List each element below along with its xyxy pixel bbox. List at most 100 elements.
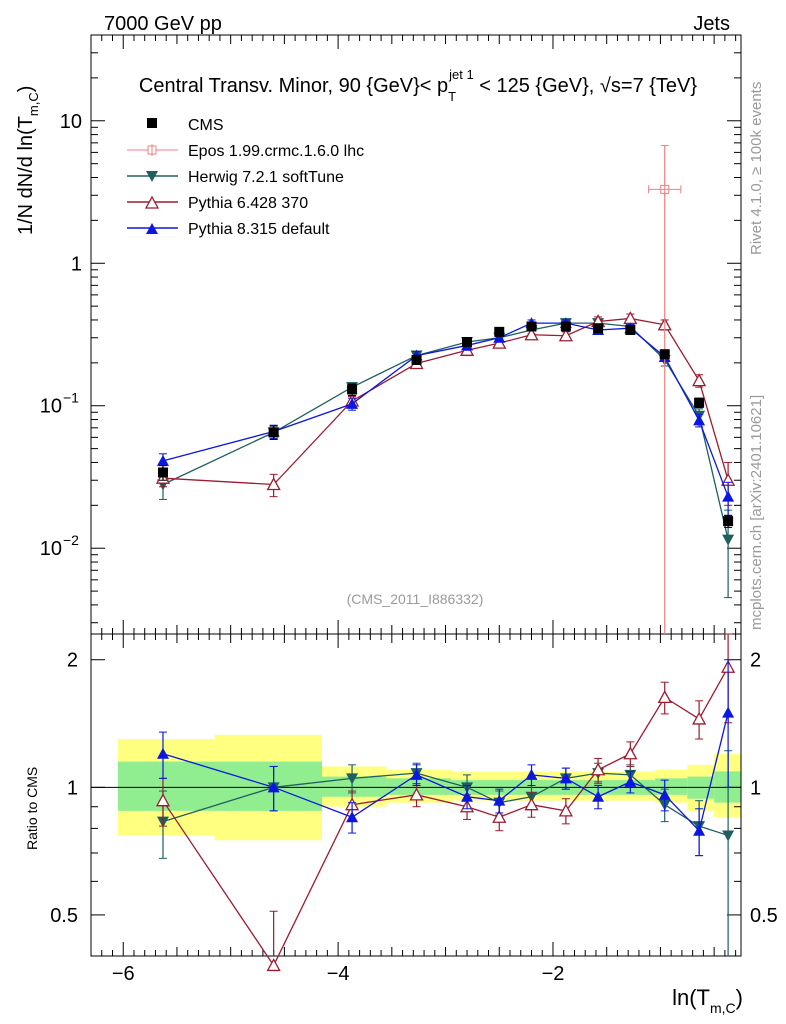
y-axis-label-sub: m,C [26, 92, 41, 116]
point-pythia2-2 [346, 811, 359, 823]
ratio-y-axis-label: Ratio to CMS [24, 767, 40, 850]
point-cms0-6 [526, 321, 537, 332]
legend-label-cms: CMS [188, 117, 224, 134]
series-pythia2 [156, 659, 735, 857]
point-cms0-4 [462, 337, 473, 348]
main-ytick-exp-0: −2 [63, 532, 79, 548]
point-cms0-5 [494, 326, 505, 337]
point-pythia1-11 [692, 711, 707, 725]
legend-marker-pythia8 [146, 223, 158, 234]
point-pythia1-7 [558, 803, 573, 817]
y-axis-label-prefix: 1/N dN/d ln(T [15, 116, 37, 235]
main-ytick-base-1: 10 [40, 396, 62, 418]
x-axis-label-prefix: ln(T [672, 985, 710, 1010]
legend-entry-epos: Epos 1.99.crmc.1.6.0 lhc [127, 143, 364, 160]
legend: CMS Epos 1.99.crmc.1.6.0 lhc Herwig 7.2.… [127, 117, 364, 238]
plot-title: Central Transv. Minor, 90 {GeV}< pTjet 1… [139, 67, 697, 104]
title-sup: jet 1 [448, 67, 474, 82]
ratio-xtick-label-0: −6 [112, 963, 135, 985]
point-cms0-3 [411, 354, 422, 365]
point-pythia4-5 [493, 331, 506, 343]
main-ytick-base-2: 1 [71, 253, 82, 275]
ratio-ytick-label-left-0: 0.5 [50, 905, 78, 927]
point-pythia4-2 [346, 397, 359, 409]
y-axis-label: 1/N dN/d ln(Tm,C) [15, 86, 41, 235]
main-series [155, 145, 736, 634]
ratio-ytick-label-right-0: 0.5 [750, 905, 778, 927]
ratio-axis-ticks: 0.5 0.5 1 1 2 2 −6 −4 −2 [50, 634, 778, 985]
band-green-2 [321, 776, 387, 797]
point-pythia1-1 [266, 958, 281, 972]
point-pythia2-3 [410, 768, 423, 780]
point-pythia2-1 [267, 781, 280, 793]
point-pythia1-0 [155, 793, 171, 807]
x-axis-label-suffix: ) [736, 985, 743, 1010]
series-herwig2 [156, 318, 735, 599]
main-ytick-label-1: 10 [40, 396, 62, 418]
point-pythia2-5 [493, 794, 506, 806]
series-pythia3 [155, 311, 736, 506]
title-sub: T [448, 89, 456, 104]
point-cms0-8 [593, 323, 604, 334]
band-green-5 [655, 778, 688, 795]
point-pythia2-9 [624, 775, 637, 787]
x-axis-label-sub: m,C [710, 1000, 736, 1016]
point-cms0-2 [347, 384, 358, 395]
title-suffix: < 125 {GeV}, √s=7 {TeV} [474, 75, 698, 97]
point-cms0-11 [694, 397, 705, 408]
point-herwig0-12 [722, 830, 735, 842]
point-pythia3-11 [692, 373, 707, 387]
ratio-ytick-label-right-1: 1 [750, 777, 761, 799]
energy-label: 7000 GeV pp [104, 13, 222, 35]
legend-marker-cms [147, 118, 157, 128]
point-pythia3-9 [623, 311, 638, 325]
point-pythia2-7 [559, 772, 572, 784]
point-pythia4-11 [693, 414, 706, 426]
x-axis-label: ln(Tm,C) [672, 985, 743, 1016]
legend-label-pythia6: Pythia 6.428 370 [188, 195, 308, 212]
main-ytick-label-2: 1 [71, 253, 82, 275]
main-ytick-exp-1: −1 [63, 390, 79, 406]
legend-entry-herwig: Herwig 7.2.1 softTune [127, 169, 344, 186]
point-pythia2-10 [658, 788, 671, 800]
legend-marker-herwig [146, 171, 158, 182]
point-herwig0-2 [346, 773, 359, 785]
series-epos1 [648, 145, 682, 634]
y-axis-label-suffix: ) [15, 86, 37, 93]
legend-label-pythia8: Pythia 8.315 default [188, 221, 330, 238]
series-line-pythia3 [162, 317, 729, 486]
title-prefix: Central Transv. Minor, 90 {GeV}< p [139, 75, 448, 97]
series-cms0 [157, 321, 734, 528]
point-pythia2-8 [592, 790, 605, 802]
ratio-series [155, 633, 736, 972]
ratio-ytick-label-right-2: 2 [750, 650, 761, 672]
ratio-ytick-label-left-2: 2 [67, 650, 78, 672]
point-pythia1-10 [657, 690, 672, 704]
main-ytick-label-0: 10 [40, 538, 62, 560]
point-cms0-12 [723, 516, 734, 527]
point-pythia1-5 [492, 809, 507, 823]
point-cms0-0 [157, 467, 168, 478]
point-epos1-0 [659, 184, 670, 195]
mcplots-label: mcplots.cern.ch [arXiv:2401.10621] [748, 395, 765, 630]
main-ytick-base-3: 10 [60, 111, 82, 133]
point-cms0-9 [625, 325, 636, 336]
main-ytick-label-3: 10 [60, 111, 82, 133]
process-label: Jets [693, 13, 730, 35]
point-pythia1-8 [591, 762, 606, 776]
analysis-watermark: (CMS_2011_I886332) [347, 591, 484, 607]
point-cms0-1 [268, 427, 279, 438]
legend-label-herwig: Herwig 7.2.1 softTune [188, 169, 344, 186]
point-pythia1-6 [524, 797, 539, 811]
point-pythia1-3 [409, 787, 424, 801]
series-pythia4 [156, 317, 735, 516]
point-pythia2-4 [461, 790, 474, 802]
rivet-label: Rivet 4.1.0, ≥ 100k events [748, 82, 765, 255]
series-line-pythia4 [162, 322, 729, 497]
point-pythia2-11 [693, 824, 706, 836]
point-cms0-10 [659, 349, 670, 360]
point-pythia2-12 [722, 706, 735, 718]
legend-entry-pythia8: Pythia 8.315 default [127, 221, 330, 238]
point-herwig2-12 [722, 534, 735, 546]
